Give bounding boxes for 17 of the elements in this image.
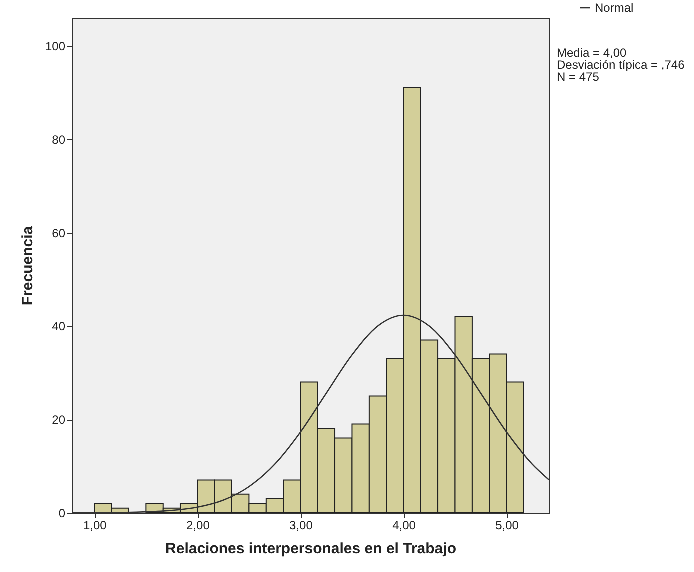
x-tick-label: 4,00 <box>392 518 416 532</box>
y-tick-label: 20 <box>52 413 66 428</box>
y-tick-label: 40 <box>52 320 66 334</box>
y-tick-label: 80 <box>52 132 66 147</box>
x-axis-title: Relaciones interpersonales en el Trabajo <box>166 540 456 558</box>
y-tick-label: 100 <box>45 40 66 54</box>
legend-label: Normal <box>595 1 634 15</box>
text: N = 475 <box>557 70 600 84</box>
x-tick-label: 3,00 <box>290 518 314 532</box>
x-tick-label: 1,00 <box>83 518 108 532</box>
y-tick-label: 0 <box>58 506 66 520</box>
text: Desviación típica = ,746 <box>557 58 686 72</box>
y-tick-label: 60 <box>52 226 66 240</box>
x-tick-label: 5,00 <box>496 518 520 532</box>
y-axis-title: Frecuencia <box>19 226 36 306</box>
x-tick-label: 2,00 <box>186 518 210 532</box>
text: Media = 4,00 <box>557 46 628 60</box>
